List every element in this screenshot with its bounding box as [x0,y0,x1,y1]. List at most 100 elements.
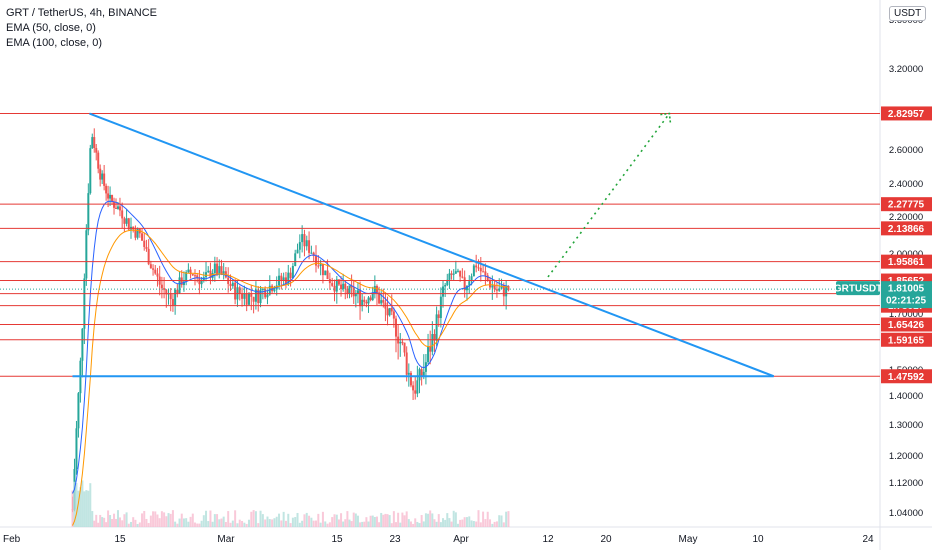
candle-body [363,299,366,302]
candle-body [429,346,432,352]
volume-bar [392,511,395,527]
legend-ema50[interactable]: EMA (50, close, 0) [6,22,96,34]
volume-bar [182,518,185,527]
volume-bar [424,513,427,527]
level-label-bg [881,317,932,332]
volume-bar [241,520,244,527]
candle-body [111,194,114,202]
volume-bar [310,517,313,527]
volume-bar [275,516,278,527]
volume-bar [113,513,116,527]
volume-bar [308,515,311,527]
candle-body [121,210,124,219]
volume-bar [344,519,347,527]
candle-body [437,314,440,318]
currency-badge[interactable]: USDT [889,6,927,21]
candle-body [154,269,157,274]
volume-bar [207,521,210,527]
candle-body [459,270,462,277]
candle-body [81,328,84,361]
volume-bar [178,518,181,527]
volume-bar [416,521,419,527]
volume-bar [224,522,227,527]
candle-body [380,300,383,304]
candle-body [180,277,183,286]
candle-body [348,285,351,294]
candle-body [83,278,86,329]
candle-body [105,185,108,194]
candle-body [386,308,389,316]
volume-bar [123,514,126,527]
y-tick-label: 1.12000 [889,478,923,489]
candle-body [382,300,385,303]
volume-bar [380,512,383,527]
volume-bar [103,517,106,527]
volume-bar [505,511,508,527]
candle-body [407,372,410,375]
candle-body [414,390,417,394]
candle-body [75,428,78,469]
candle-body [335,279,338,292]
volume-bar [333,514,336,527]
volume-bar [247,519,250,527]
volume-bar [254,511,257,527]
candle-body [127,218,130,230]
volume-bar [152,511,155,527]
volume-bar [252,510,255,527]
candle-body [482,271,485,273]
volume-bar [71,490,74,527]
candle-body [401,341,404,343]
candle-body [315,256,318,266]
volume-bar [261,514,264,527]
x-tick-label: 10 [752,534,764,545]
legend-symbol[interactable]: GRT / TetherUS, 4h, BINANCE [6,7,158,19]
candle-body [141,233,144,241]
volume-bar [141,513,144,527]
x-tick-label: 15 [331,534,343,545]
volume-bar [321,511,324,527]
volume-bar [375,516,378,527]
volume-bar [229,522,232,527]
volume-bar [346,511,349,527]
volume-bar [238,519,241,527]
candle-body [266,294,269,298]
candle-body [191,274,194,276]
candle-body [171,299,174,306]
volume-bar [147,523,150,527]
level-label-bg [881,254,932,269]
candle-body [486,275,489,281]
candle-body [125,218,128,224]
volume-bar [397,512,400,527]
legend-ema100[interactable]: EMA (100, close, 0) [6,37,102,49]
volume-bar [105,522,108,527]
volume-bar [373,516,376,527]
ema100-line [72,229,509,526]
level-label-bg [881,106,932,121]
volume-bar [280,520,283,527]
volume-bar [121,520,124,527]
candle-body [143,240,146,247]
volume-bar [312,520,315,527]
y-tick-label: 3.20000 [889,64,923,75]
candle-body [361,299,364,307]
volume-bar [231,520,234,527]
candle-body [375,285,378,293]
candle-body [324,270,327,276]
candle-body [452,273,455,275]
candle-body [331,283,334,286]
candle-body [416,380,419,394]
candle-body [134,229,137,238]
volume-bar [259,510,262,527]
volume-bar [359,522,362,527]
candle-body [308,240,311,253]
candle-body [326,270,329,279]
volume-bar [257,523,260,527]
candle-body [388,307,391,316]
candle-body [317,265,320,267]
volume-bar [369,515,372,527]
level-label-bg [881,221,932,236]
candle-body [365,301,368,304]
candle-body [193,275,196,277]
